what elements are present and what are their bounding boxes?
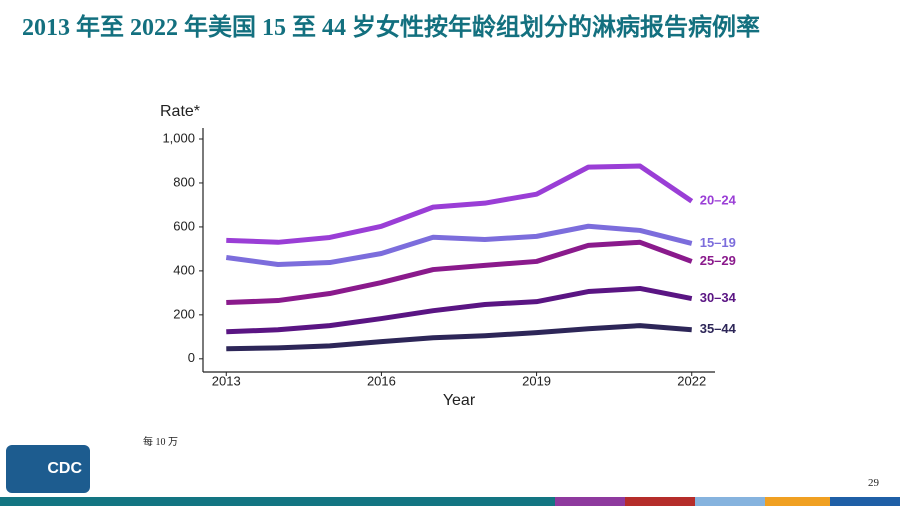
footer-bar <box>0 497 900 506</box>
y-tick-label: 1,000 <box>162 130 195 145</box>
footnote: 每 10 万 <box>143 437 178 448</box>
y-tick-label: 400 <box>173 262 195 277</box>
page-number: 29 <box>868 477 879 489</box>
series-label: 35–44 <box>700 321 737 336</box>
x-tick-label: 2016 <box>367 373 396 388</box>
y-tick-label: 200 <box>173 306 195 321</box>
logo: CDC <box>6 445 90 493</box>
x-tick-label: 2019 <box>522 373 551 388</box>
chart: Rate* Year 0 200 400 600 800 1,000 2013 2016 201… <box>160 103 737 409</box>
series-line <box>226 323 692 352</box>
x-tick-label: 2022 <box>677 373 706 388</box>
series-label: 25–29 <box>700 253 736 268</box>
x-tick-label: 2013 <box>212 373 241 388</box>
y-tick-label: 0 <box>188 350 195 365</box>
series-line <box>226 163 694 245</box>
y-tick-label: 800 <box>173 174 195 189</box>
series-line <box>225 223 693 268</box>
series-label: 20–24 <box>700 193 737 208</box>
series-line <box>226 285 693 335</box>
x-axis-label: Year <box>443 392 476 409</box>
series-label: 30–34 <box>700 290 737 305</box>
series-label: 15–19 <box>700 235 736 250</box>
series-line <box>226 239 693 306</box>
y-axis-label: Rate* <box>160 103 200 120</box>
y-tick-label: 600 <box>173 218 195 233</box>
slide-title: 2013 年至 2022 年美国 15 至 44 岁女性按年龄组划分的淋病报告病… <box>22 15 760 41</box>
